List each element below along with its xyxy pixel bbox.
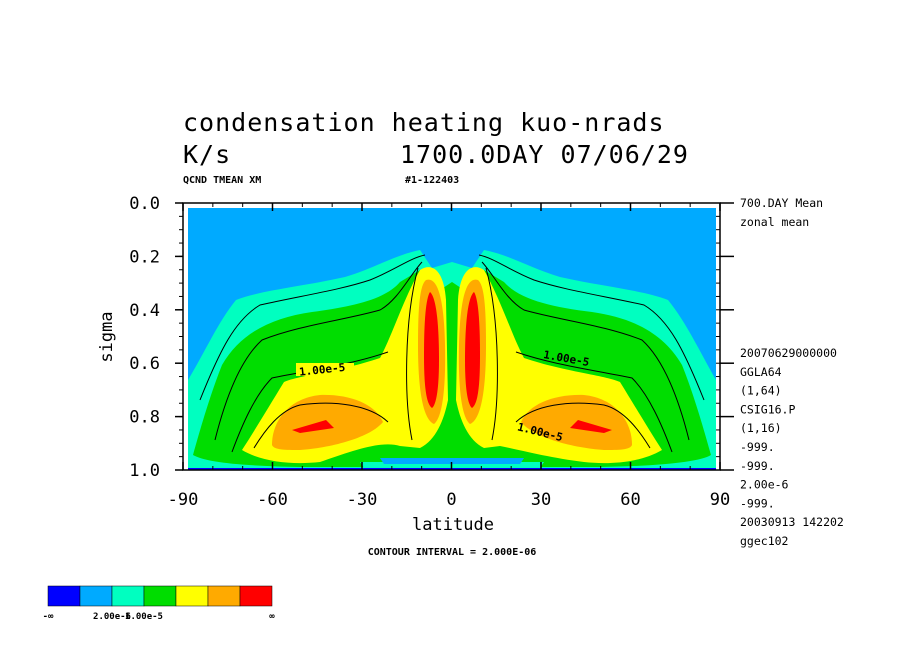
contour-label-bg [296,363,354,376]
legend-swatch [175,585,209,607]
y-tick-label: 0.0 [129,194,160,214]
side-info-top: 700.DAY Mean zonal mean [740,196,823,229]
y-tick-label: 0.4 [129,301,160,321]
legend-label: -∞ [43,612,54,622]
y-tick-label: 0.2 [129,247,160,267]
color-legend: -∞ 2.00e-61.00e-5 ∞ [43,585,275,622]
side-info-line: -999. [740,496,775,510]
contour-label-left: 1.00e-5 [298,361,345,379]
legend-swatch [143,585,177,607]
contour-fill-layer [183,203,720,470]
chart-title: condensation heating kuo-nrads [183,108,665,137]
chart-units: K/s [183,140,231,169]
side-info-line: ggec102 [740,534,788,548]
x-tick-label: -60 [257,490,288,510]
contour-lines [199,254,705,453]
contour-level-red-right-core [465,292,480,408]
y-axis: 0.0 0.2 0.4 0.6 0.8 1.0 [129,194,734,481]
side-info-line: -999. [740,440,775,454]
x-tick-label: 90 [710,490,730,510]
legend-swatch [47,585,81,607]
y-tick-label: 1.0 [129,461,160,481]
legend-swatch [207,585,241,607]
y-tick-label: 0.8 [129,408,160,428]
chart-time: 1700.0DAY 07/06/29 [400,140,689,169]
contour-level-red-right-low [570,420,612,433]
x-tick-label: 0 [446,490,456,510]
x-axis-label: latitude [412,515,494,535]
side-info-line: 20070629000000 [740,346,837,360]
side-info-line: GGLA64 [740,365,782,379]
run-id: #1-122403 [405,175,459,186]
field-name: QCND TMEAN XM [183,175,261,186]
x-axis: -90 -60 -30 0 30 60 90 [168,203,730,510]
side-info-line: 20030913 142202 [740,515,844,529]
side-info-line: CSIG16.P [740,402,795,416]
legend-swatch [111,585,145,607]
legend-label: 1.00e-5 [125,612,163,622]
y-tick-label: 0.6 [129,354,160,374]
side-info-line: -999. [740,459,775,473]
y-axis-label: sigma [97,311,117,362]
legend-label: 2.00e-6 [93,612,131,622]
legend-swatch [79,585,113,607]
contour-interval-note: CONTOUR INTERVAL = 2.000E-06 [368,547,537,558]
legend-label: ∞ [269,612,275,622]
side-info-line: (1,16) [740,421,782,435]
contour-level-red-left-core [424,292,439,408]
contour-level-lightblue-surface [380,458,524,464]
x-tick-label: -90 [168,490,199,510]
side-info-line: 700.DAY Mean [740,196,823,210]
x-tick-label: 60 [620,490,640,510]
side-info-line: zonal mean [740,215,809,229]
side-info-line: (1,64) [740,384,782,398]
legend-swatch [239,585,273,607]
x-tick-label: 30 [531,490,551,510]
side-info-middle: 20070629000000 GGLA64 (1,64) CSIG16.P (1,16)… [740,346,844,548]
contour-level-red-left-low [292,420,334,433]
x-tick-label: -30 [347,490,378,510]
side-info-line: 2.00e-6 [740,478,789,492]
